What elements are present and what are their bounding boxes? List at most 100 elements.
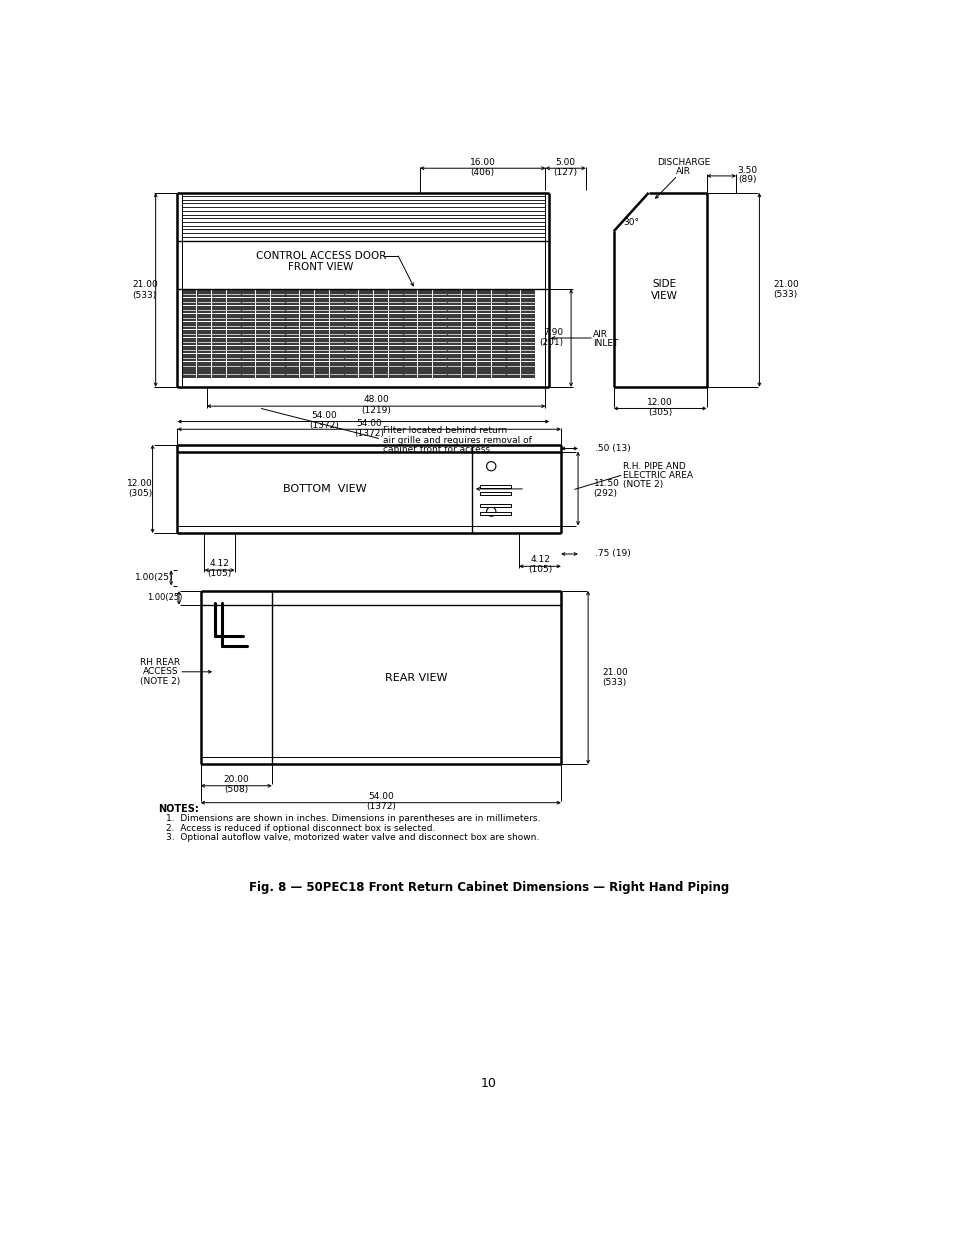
Bar <box>476 298 491 305</box>
Text: 30°: 30° <box>622 217 639 226</box>
Bar <box>506 362 519 369</box>
Bar <box>182 330 196 337</box>
Bar <box>212 306 226 312</box>
Bar <box>314 362 329 369</box>
Bar <box>197 289 211 296</box>
Bar <box>388 289 402 296</box>
Bar <box>479 484 510 488</box>
Bar <box>330 354 343 362</box>
Bar <box>300 314 314 321</box>
Bar <box>330 338 343 346</box>
Bar <box>314 306 329 312</box>
Bar <box>197 338 211 346</box>
Bar <box>212 314 226 321</box>
Text: R.H. PIPE AND: R.H. PIPE AND <box>622 462 685 471</box>
Bar <box>358 370 373 378</box>
Bar <box>212 338 226 346</box>
Bar <box>358 362 373 369</box>
Bar <box>271 306 284 312</box>
Bar <box>417 322 432 330</box>
Bar <box>314 322 329 330</box>
Bar <box>344 370 358 378</box>
Bar <box>300 298 314 305</box>
Bar <box>388 346 402 353</box>
Bar <box>417 346 432 353</box>
Bar <box>344 314 358 321</box>
Bar <box>417 289 432 296</box>
Bar <box>417 338 432 346</box>
Bar <box>241 370 255 378</box>
Text: 3.50: 3.50 <box>737 165 757 175</box>
Bar <box>447 338 461 346</box>
Bar <box>227 370 240 378</box>
Bar <box>506 314 519 321</box>
Bar <box>506 306 519 312</box>
Text: 1.  Dimensions are shown in inches. Dimensions in parentheses are in millimeters: 1. Dimensions are shown in inches. Dimen… <box>166 814 539 824</box>
Text: 48.00: 48.00 <box>363 395 389 405</box>
Bar <box>374 314 387 321</box>
Text: (533): (533) <box>773 290 797 299</box>
Bar <box>358 338 373 346</box>
Text: air grille and requires removal of: air grille and requires removal of <box>382 436 531 445</box>
Bar <box>241 354 255 362</box>
Bar <box>182 362 196 369</box>
Bar <box>447 330 461 337</box>
Bar <box>520 362 535 369</box>
Bar <box>227 322 240 330</box>
Bar <box>271 289 284 296</box>
Bar <box>374 370 387 378</box>
Bar <box>461 338 476 346</box>
Bar <box>285 330 299 337</box>
Bar <box>314 346 329 353</box>
Bar <box>330 346 343 353</box>
Text: (89): (89) <box>738 175 757 184</box>
Text: REAR VIEW: REAR VIEW <box>385 673 447 683</box>
Bar <box>330 289 343 296</box>
Bar <box>330 298 343 305</box>
Bar <box>388 306 402 312</box>
Bar <box>506 289 519 296</box>
Text: DISCHARGE: DISCHARGE <box>656 158 709 167</box>
Text: 54.00: 54.00 <box>368 792 394 802</box>
Text: 12.00: 12.00 <box>127 479 152 488</box>
Text: (127): (127) <box>553 168 578 177</box>
Bar <box>182 289 196 296</box>
Bar <box>479 511 510 515</box>
Bar <box>520 346 535 353</box>
Bar <box>241 322 255 330</box>
Bar <box>417 314 432 321</box>
Bar <box>212 370 226 378</box>
Bar <box>506 322 519 330</box>
Text: (508): (508) <box>224 785 248 794</box>
Bar <box>358 330 373 337</box>
Text: 54.00: 54.00 <box>355 419 381 427</box>
Bar <box>447 306 461 312</box>
Bar <box>491 362 505 369</box>
Bar <box>476 346 491 353</box>
Bar <box>300 354 314 362</box>
Bar <box>227 354 240 362</box>
Bar <box>182 306 196 312</box>
Bar <box>344 346 358 353</box>
Bar <box>300 370 314 378</box>
Bar <box>433 362 446 369</box>
Bar <box>491 306 505 312</box>
Text: Filter located behind return: Filter located behind return <box>382 426 506 435</box>
Bar <box>197 322 211 330</box>
Bar <box>255 289 270 296</box>
Bar <box>461 346 476 353</box>
Bar <box>388 362 402 369</box>
Bar <box>447 298 461 305</box>
Bar <box>212 330 226 337</box>
Bar <box>476 306 491 312</box>
Text: FRONT VIEW: FRONT VIEW <box>288 262 353 272</box>
Bar <box>285 354 299 362</box>
Bar <box>417 354 432 362</box>
Bar <box>461 330 476 337</box>
Bar <box>388 370 402 378</box>
Bar <box>271 338 284 346</box>
Bar <box>314 298 329 305</box>
Text: (305): (305) <box>128 489 152 498</box>
Bar <box>212 354 226 362</box>
Text: cabinet front for access.: cabinet front for access. <box>382 445 492 453</box>
